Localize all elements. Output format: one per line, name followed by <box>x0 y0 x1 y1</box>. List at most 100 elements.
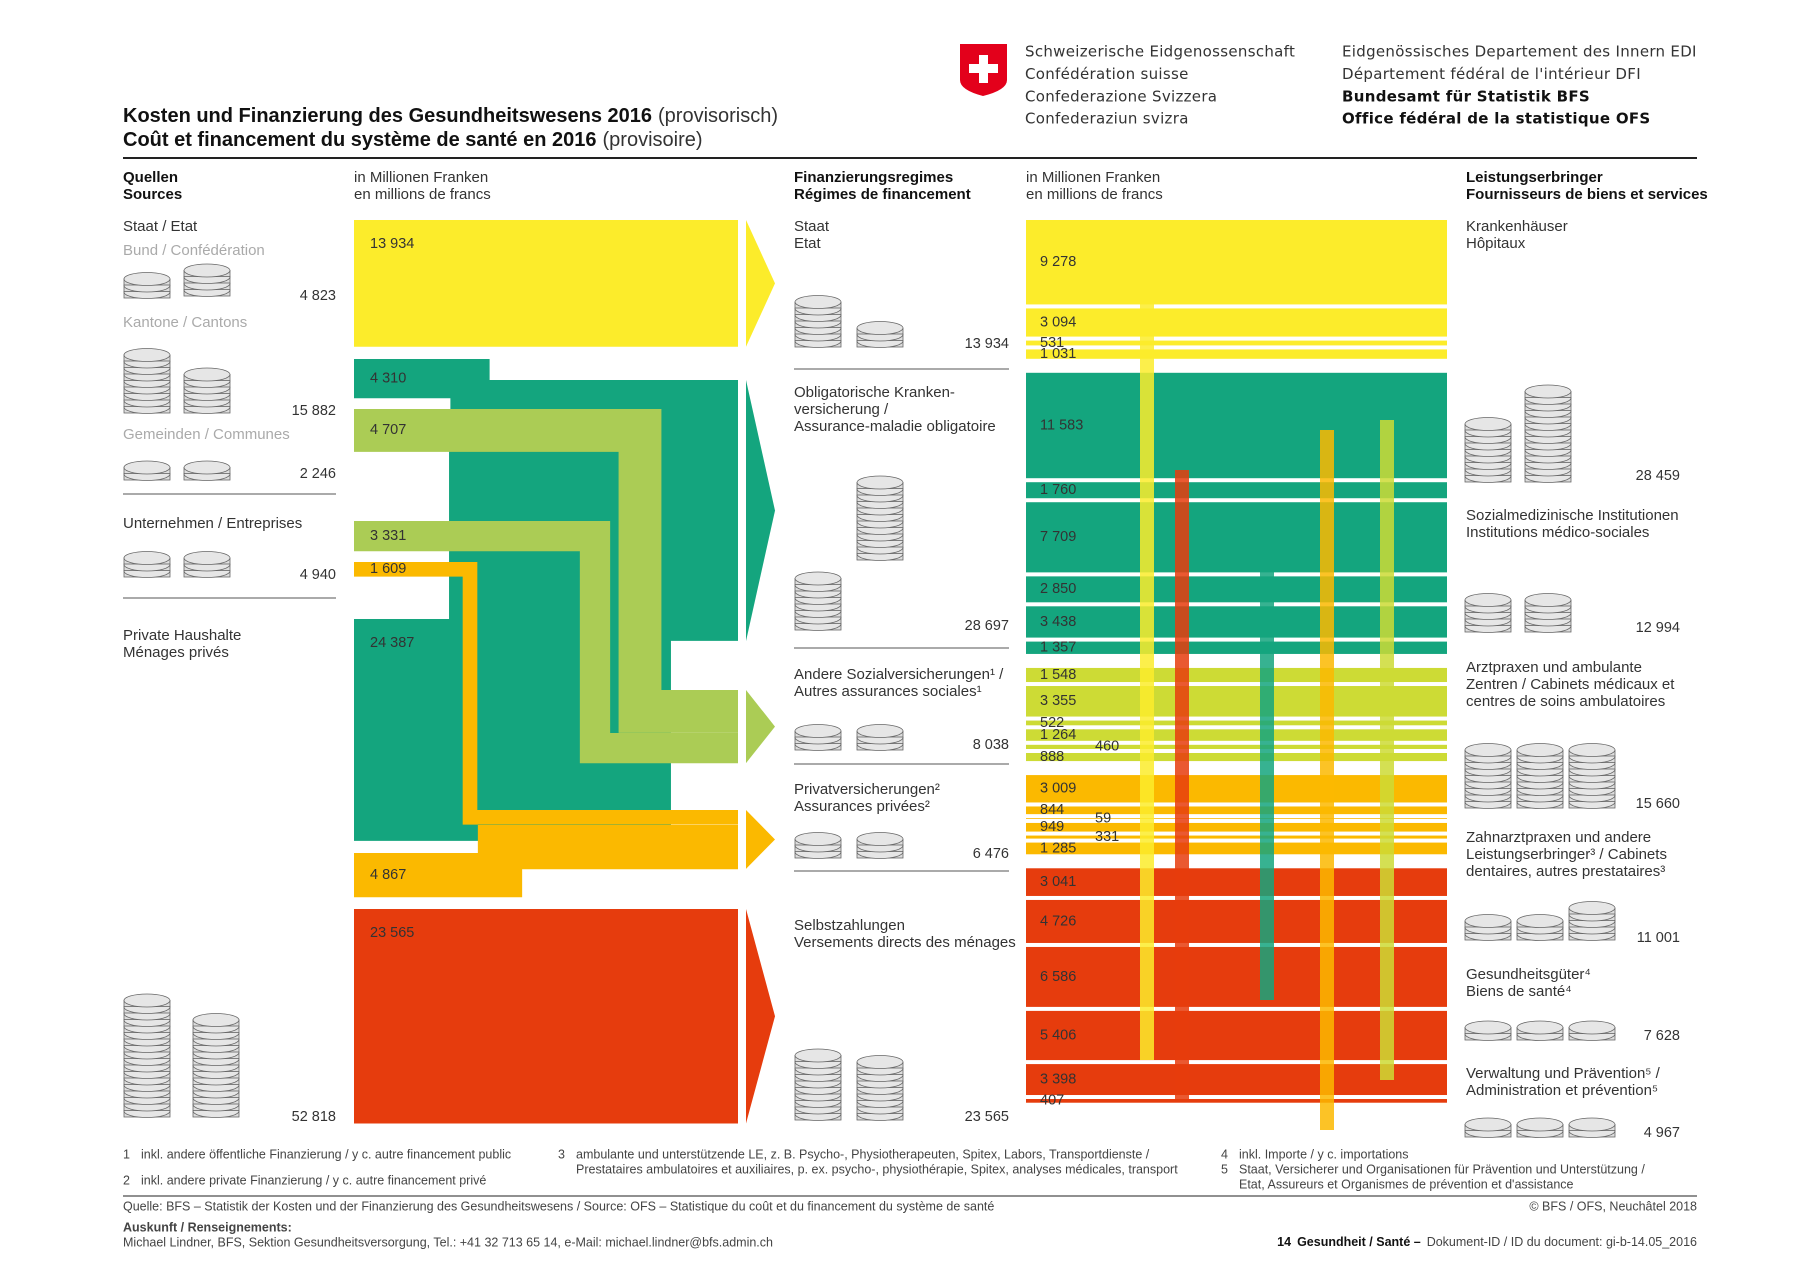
source-flow <box>354 520 738 764</box>
title: Kosten und Finanzierung des Gesundheitsw… <box>123 105 778 127</box>
source-label: Bund / Confédération <box>123 242 265 259</box>
title-main: Kosten und Finanzierung des Gesundheitsw… <box>123 105 652 127</box>
provider-label: Krankenhäuser <box>1466 218 1568 235</box>
coin-stack <box>856 475 904 561</box>
provider-flow <box>1026 1099 1447 1103</box>
footnote-text: inkl. Importe / y c. importations <box>1239 1147 1409 1161</box>
provider-flow <box>1026 835 1447 839</box>
regime-arrow <box>746 810 775 869</box>
coin-stack <box>123 551 171 578</box>
coin-stack <box>856 724 904 751</box>
flow-label: 407 <box>1040 1093 1064 1109</box>
coin <box>1568 1020 1616 1035</box>
column-head: Quellen <box>123 169 178 186</box>
provider-total: 12 994 <box>1636 620 1680 636</box>
coin <box>1516 1117 1564 1132</box>
footnote-text: Etat, Assureurs et Organismes de prévent… <box>1239 1177 1574 1191</box>
coin-stack <box>1464 1117 1512 1138</box>
coin <box>192 1013 240 1027</box>
provider-flow <box>1026 349 1447 359</box>
coin-stack <box>856 321 904 348</box>
provider-flow <box>1026 806 1447 815</box>
coin-stack <box>183 263 231 297</box>
source-flow <box>354 359 738 420</box>
coin <box>794 724 842 738</box>
provider-label: dentaires, autres prestataires³ <box>1466 863 1665 880</box>
coin-stack <box>794 724 842 751</box>
provider-label: Leistungserbringer³ / Cabinets <box>1466 846 1667 863</box>
provider-flow <box>1026 220 1447 305</box>
coin-stack <box>1464 743 1512 809</box>
provider-total: 28 459 <box>1636 468 1680 484</box>
coin-stack <box>794 832 842 859</box>
coin <box>123 272 171 286</box>
coin-stack <box>1524 384 1572 483</box>
coin-stack <box>794 571 842 631</box>
flow-label: 1 285 <box>1040 840 1076 856</box>
coin-stack <box>856 1055 904 1121</box>
flow-label: 4 726 <box>1040 913 1076 929</box>
coin <box>794 295 842 309</box>
provider-label: Zentren / Cabinets médicaux et <box>1466 676 1675 693</box>
coin <box>794 571 842 586</box>
coin-stack <box>1516 914 1564 941</box>
source-label: Private Haushalte <box>123 627 241 644</box>
flow-label: 1 031 <box>1040 346 1076 362</box>
coin <box>856 832 904 846</box>
coin-stack <box>183 551 231 578</box>
provider-label: Arztpraxen und ambulante <box>1466 659 1642 676</box>
regime-label: versicherung / <box>794 401 889 418</box>
provider-label: Administration et prévention⁵ <box>1466 1082 1658 1099</box>
source-flow <box>354 825 738 898</box>
provider-label: Biens de santé⁴ <box>1466 983 1572 1000</box>
column-head: Fournisseurs de biens et services <box>1466 186 1708 203</box>
source-note: Quelle: BFS – Statistik der Kosten und d… <box>123 1199 994 1213</box>
regime-label: Etat <box>794 235 822 252</box>
coin <box>1568 1117 1616 1132</box>
coin <box>856 475 904 490</box>
title-main: Coût et financement du système de santé … <box>123 129 597 151</box>
provider-label: Gesundheitsgüter⁴ <box>1466 966 1591 983</box>
copyright: © BFS / OFS, Neuchâtel 2018 <box>1529 1199 1697 1213</box>
footnote-number: 3 <box>558 1147 565 1161</box>
flow-label: 1 264 <box>1040 727 1076 743</box>
coin-stack <box>1568 743 1616 809</box>
regime-label: Andere Sozialversicherungen¹ / <box>794 666 1004 683</box>
source-label: Ménages privés <box>123 644 229 661</box>
footnote-text: inkl. andere öffentliche Finanzierung / … <box>141 1147 511 1161</box>
flow-label: 531 <box>1040 335 1064 351</box>
regime-arrow <box>746 690 775 764</box>
regime-label: Assurance-maladie obligatoire <box>794 418 996 435</box>
source-total: 52 818 <box>292 1109 336 1125</box>
coin-stack <box>1568 1117 1616 1138</box>
regime-label: Autres assurances sociales¹ <box>794 683 982 700</box>
page-footer-page: 14 <box>1277 1235 1291 1249</box>
coin-stack <box>1464 593 1512 633</box>
regime-total: 8 038 <box>973 737 1009 753</box>
footnote-text: ambulante und unterstützende LE, z. B. P… <box>576 1147 1150 1161</box>
flow-label: 522 <box>1040 715 1064 731</box>
coin-stack <box>1524 593 1572 633</box>
flow-label: 949 <box>1040 819 1064 835</box>
flow-label: 6 586 <box>1040 969 1076 985</box>
regime-label: Versements directs des ménages <box>794 934 1016 951</box>
column-head: Régimes de financement <box>794 186 971 203</box>
unit-note: in Millionen Franken <box>354 169 488 186</box>
regime-arrow <box>746 909 775 1124</box>
flow-label: 460 <box>1095 739 1119 755</box>
coin <box>794 832 842 846</box>
flow-label: 3 438 <box>1040 614 1076 630</box>
org-name: Confédération suisse <box>1025 65 1189 83</box>
provider-flow <box>1026 340 1447 346</box>
coin <box>183 460 231 475</box>
flow-label: 3 041 <box>1040 874 1076 890</box>
source-flow <box>354 409 738 733</box>
title-note: (provisorisch) <box>658 105 778 127</box>
flow-label: 3 398 <box>1040 1071 1076 1087</box>
regime-total: 13 934 <box>965 336 1009 352</box>
coin <box>1464 1117 1512 1132</box>
regime-label: Staat <box>794 218 830 235</box>
office-name: Bundesamt für Statistik BFS <box>1342 87 1590 105</box>
title-note: (provisoire) <box>603 129 703 151</box>
column-head: Sources <box>123 186 182 203</box>
